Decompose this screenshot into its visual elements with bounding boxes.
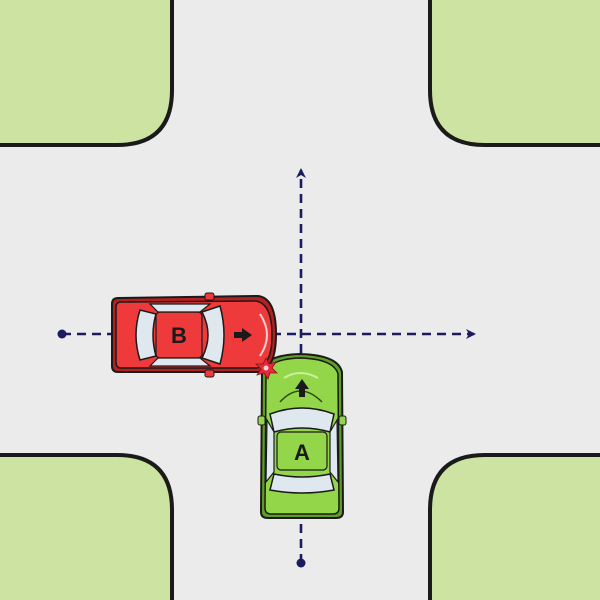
grass-corner-bottom-right bbox=[428, 453, 600, 600]
car-a-windshield bbox=[269, 407, 335, 433]
arrow-up-icon bbox=[295, 379, 309, 397]
grass-corner-bottom-left bbox=[0, 453, 174, 600]
grass-corner-top-left bbox=[0, 0, 174, 147]
car-b-windshield bbox=[200, 305, 225, 365]
car-b-label: B bbox=[171, 323, 187, 348]
impact-star-icon bbox=[255, 357, 278, 380]
car-b: B bbox=[111, 292, 278, 378]
car-a-label: A bbox=[294, 440, 310, 465]
car-a: A bbox=[257, 352, 347, 519]
arrow-right-icon bbox=[234, 328, 252, 342]
car-a-roof bbox=[276, 431, 328, 471]
grass-corner-top-right bbox=[428, 0, 600, 147]
